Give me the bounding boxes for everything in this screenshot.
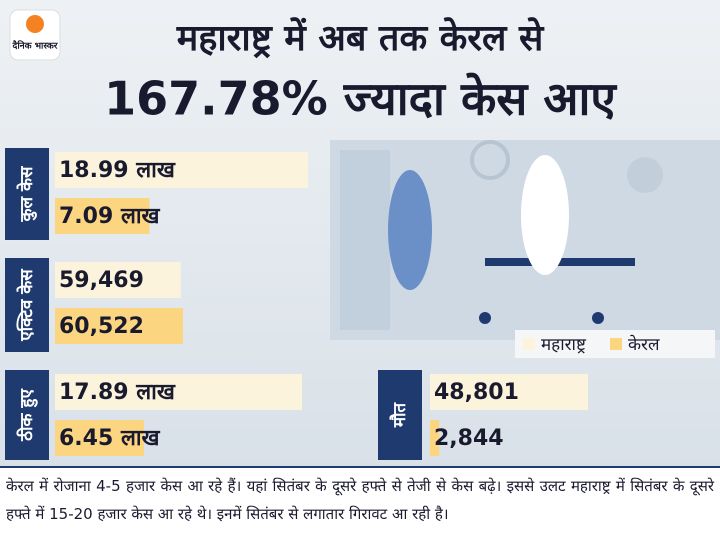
title-line: महाराष्ट्र में अब तक केरल से — [176, 17, 545, 59]
bar — [55, 152, 308, 188]
value-label: 60,522 — [59, 314, 144, 339]
panel-title: ठीक हुए — [16, 389, 38, 442]
panel-title-box — [5, 370, 49, 460]
doctor-figure — [521, 155, 569, 275]
value-label: 17.89 लाख — [59, 380, 176, 405]
door — [340, 150, 390, 330]
panel-title: कुल केस — [16, 165, 37, 223]
logo-box — [9, 9, 61, 61]
bar — [430, 374, 588, 410]
legend-swatch — [610, 338, 622, 350]
bar — [430, 420, 440, 456]
value-label: 18.99 लाख — [59, 158, 176, 183]
panel-title-box — [5, 148, 49, 240]
stretcher — [485, 258, 635, 266]
value-label: 2,844 — [434, 426, 504, 451]
legend-swatch — [523, 338, 535, 350]
legend-label: केरल — [628, 334, 660, 355]
panel-title-box — [378, 370, 422, 460]
bar — [55, 308, 183, 344]
value-label: 59,469 — [59, 268, 144, 293]
panel-title-box — [5, 258, 49, 352]
virus-icon — [627, 157, 663, 193]
logo-text: दैनिक भास्कर — [12, 40, 58, 52]
chart: दैनिक भास्कर महाराष्ट्र में अब तक केरल स… — [5, 9, 720, 460]
value-label: 7.09 लाख — [59, 204, 161, 229]
value-label: 48,801 — [434, 380, 519, 405]
panel-title: मौत — [389, 402, 410, 429]
doctor-figure — [388, 170, 432, 290]
legend-label: महाराष्ट्र — [541, 335, 587, 355]
bar — [55, 262, 181, 298]
bar — [55, 198, 150, 234]
value-label: 6.45 लाख — [59, 426, 161, 451]
logo-sun — [26, 15, 44, 33]
bar — [55, 420, 145, 456]
panel-title: एक्टिव केस — [16, 268, 37, 342]
title-line: 167.78% ज्यादा केस आए — [104, 72, 617, 126]
wheel — [479, 312, 491, 324]
wheel — [592, 312, 604, 324]
clock-icon — [470, 140, 510, 180]
footer-text: केरल में रोजाना 4-5 हजार केस आ रहे हैं। … — [0, 466, 720, 540]
bar — [55, 374, 302, 410]
